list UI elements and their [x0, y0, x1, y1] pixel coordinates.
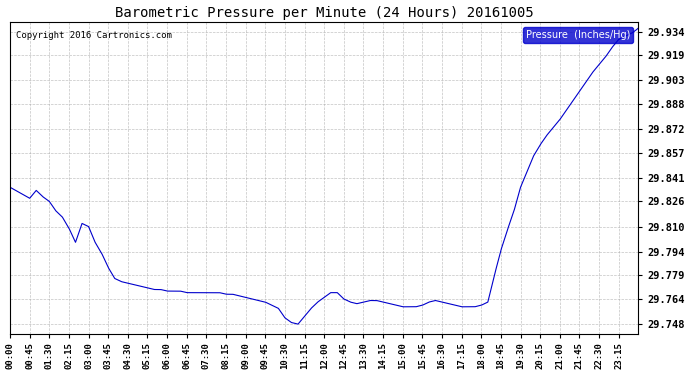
Text: Copyright 2016 Cartronics.com: Copyright 2016 Cartronics.com [17, 32, 172, 40]
Legend: Pressure  (Inches/Hg): Pressure (Inches/Hg) [523, 27, 633, 43]
Title: Barometric Pressure per Minute (24 Hours) 20161005: Barometric Pressure per Minute (24 Hours… [115, 6, 533, 20]
